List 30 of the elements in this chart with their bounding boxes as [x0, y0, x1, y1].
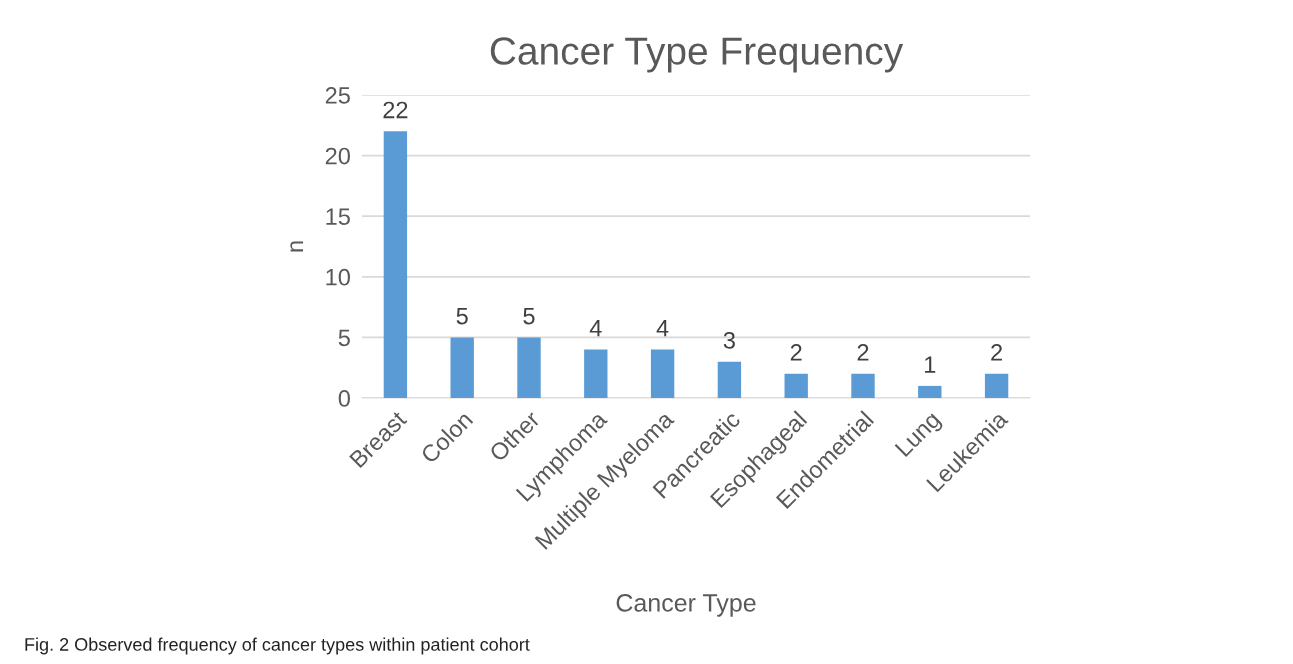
- caption: Fig. 2 Observed frequency of cancer types within patient cohort: [25, 637, 530, 655]
- bar: [717, 361, 742, 398]
- bar: [984, 373, 1009, 398]
- bar: [450, 337, 474, 398]
- data-label: 2: [991, 344, 1002, 361]
- bar: [918, 385, 942, 398]
- data-label: 1: [925, 356, 936, 373]
- y-tick-label: 20: [325, 147, 350, 165]
- bar: [383, 131, 408, 398]
- data-label: 4: [656, 320, 669, 337]
- bar: [650, 349, 675, 398]
- data-label: 4: [589, 320, 602, 337]
- y-axis-title: n: [290, 241, 304, 252]
- y-tick-label: 25: [325, 87, 350, 104]
- x-axis-title: Cancer Type: [616, 594, 756, 617]
- data-label: 5: [456, 307, 468, 325]
- chart-title: Cancer Type Frequency: [490, 37, 904, 73]
- y-tick-label: 15: [326, 208, 350, 225]
- data-label: 2: [790, 344, 802, 361]
- bar: [851, 373, 875, 398]
- y-tick-label: 10: [326, 268, 350, 286]
- data-label: 22: [383, 101, 408, 119]
- y-tick-label: 0: [338, 390, 350, 407]
- data-label: 5: [523, 307, 535, 325]
- bar: [584, 349, 608, 398]
- bar: [517, 337, 541, 398]
- data-label: 3: [723, 331, 735, 349]
- data-label: 2: [857, 344, 869, 361]
- bar: [784, 373, 808, 398]
- y-tick-label: 5: [338, 329, 350, 347]
